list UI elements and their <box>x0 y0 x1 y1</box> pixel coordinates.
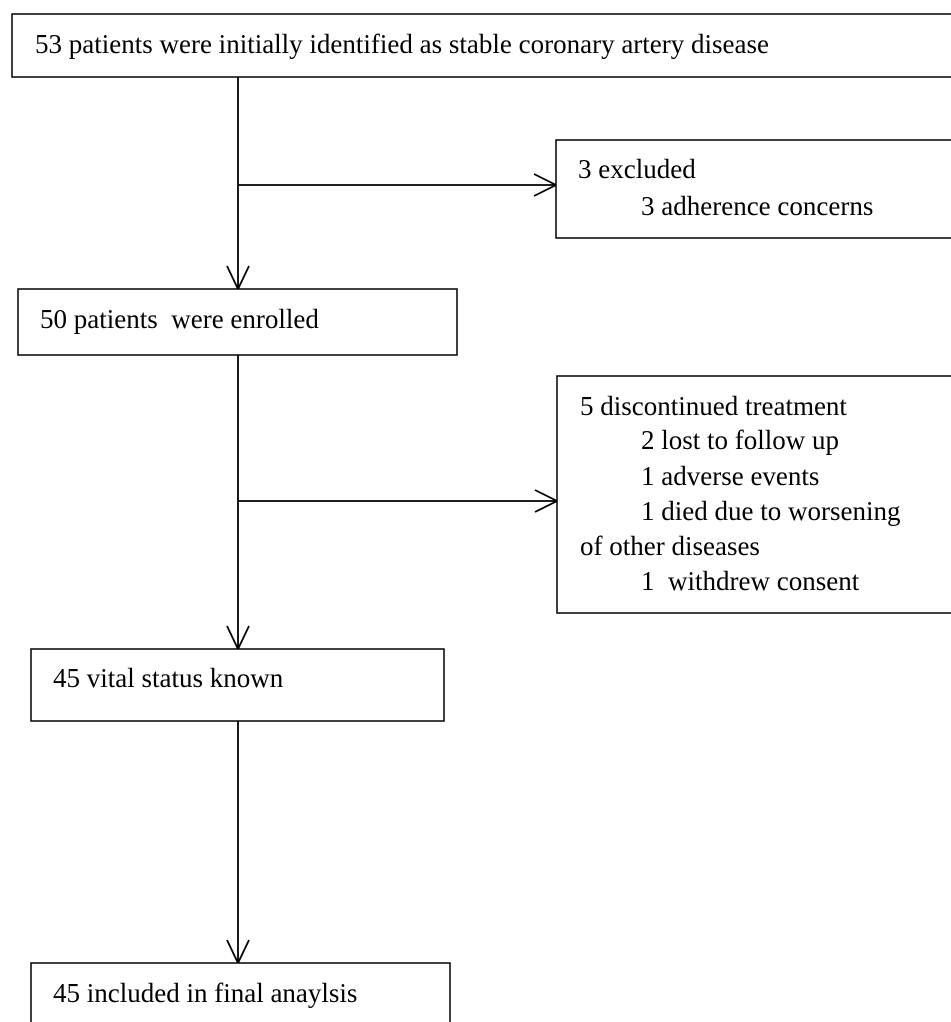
box <box>17 288 458 356</box>
box-line: 1 adverse events <box>641 461 819 491</box>
box-line: 1 withdrew consent <box>641 566 860 596</box>
box-label: 50 patients were enrolled <box>40 304 319 334</box>
box <box>555 139 951 239</box>
box <box>11 13 951 78</box>
box-label: 53 patients were initially identified as… <box>35 29 769 59</box>
box-label: 45 vital status known <box>53 663 284 693</box>
box-line: 5 discontinued treatment <box>580 391 847 421</box>
box-line: 1 died due to worsening <box>641 496 900 526</box>
box-line: 3 excluded <box>578 154 696 184</box>
box-line: of other diseases <box>580 531 760 561</box>
box <box>556 375 951 614</box>
box-line: 3 adherence concerns <box>641 191 873 221</box>
box-line: 2 lost to follow up <box>641 425 839 455</box>
box <box>30 648 445 722</box>
box <box>30 962 451 1022</box>
box-label: 45 included in final anaylsis <box>53 978 357 1008</box>
